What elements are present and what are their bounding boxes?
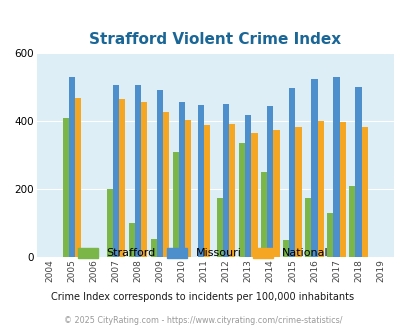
Bar bbox=[282, 240, 289, 257]
Title: Strafford Violent Crime Index: Strafford Violent Crime Index bbox=[89, 32, 340, 48]
Bar bbox=[361, 127, 367, 257]
Bar bbox=[157, 90, 163, 257]
Bar bbox=[333, 77, 339, 257]
Bar bbox=[216, 198, 223, 257]
Bar bbox=[260, 172, 266, 257]
Bar bbox=[354, 87, 361, 257]
Bar bbox=[317, 121, 323, 257]
Bar bbox=[163, 112, 169, 257]
Bar bbox=[239, 143, 245, 257]
Bar bbox=[348, 186, 354, 257]
Bar bbox=[251, 133, 257, 257]
Bar bbox=[62, 117, 68, 257]
Bar bbox=[185, 120, 191, 257]
Bar bbox=[113, 85, 119, 257]
Bar bbox=[134, 85, 141, 257]
Bar bbox=[245, 115, 251, 257]
Legend: Strafford, Missouri, National: Strafford, Missouri, National bbox=[77, 248, 328, 258]
Bar bbox=[273, 129, 279, 257]
Bar bbox=[119, 99, 125, 257]
Bar bbox=[141, 102, 147, 257]
Bar bbox=[68, 77, 75, 257]
Text: © 2025 CityRating.com - https://www.cityrating.com/crime-statistics/: © 2025 CityRating.com - https://www.city… bbox=[64, 315, 341, 325]
Bar bbox=[128, 223, 134, 257]
Text: Crime Index corresponds to incidents per 100,000 inhabitants: Crime Index corresponds to incidents per… bbox=[51, 292, 354, 302]
Bar bbox=[173, 152, 179, 257]
Bar bbox=[339, 122, 345, 257]
Bar bbox=[179, 102, 185, 257]
Bar bbox=[229, 124, 235, 257]
Bar bbox=[204, 125, 210, 257]
Bar bbox=[295, 127, 301, 257]
Bar bbox=[289, 87, 295, 257]
Bar bbox=[150, 239, 157, 257]
Bar bbox=[75, 98, 81, 257]
Bar bbox=[266, 106, 273, 257]
Bar bbox=[107, 189, 113, 257]
Bar bbox=[311, 79, 317, 257]
Bar bbox=[305, 198, 311, 257]
Bar bbox=[198, 105, 204, 257]
Bar bbox=[223, 104, 229, 257]
Bar bbox=[326, 213, 333, 257]
